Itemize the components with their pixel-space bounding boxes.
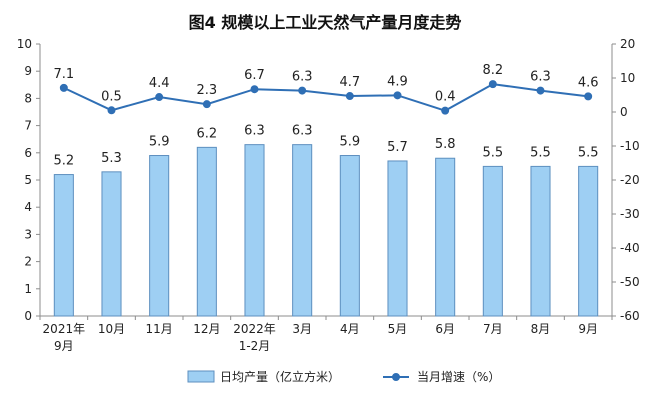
- right-axis-tick-label: 10: [620, 71, 635, 85]
- chart-title: 图4 规模以上工业天然气产量月度走势: [189, 13, 462, 32]
- bar: [435, 157, 456, 317]
- bar: [578, 165, 599, 317]
- bar: [196, 146, 217, 317]
- left-axis-tick-label: 3: [24, 227, 32, 241]
- legend-bar-swatch: [187, 370, 215, 383]
- bar-data-label: 5.9: [149, 135, 170, 150]
- left-axis-tick-label: 2: [24, 255, 32, 269]
- x-axis-tick-label: 4月: [340, 322, 360, 336]
- right-axis-tick-label: -30: [620, 207, 640, 221]
- bar: [530, 165, 551, 317]
- line-point: [155, 93, 164, 102]
- left-axis-tick-label: 4: [24, 200, 32, 214]
- x-axis-tick-label: 10月: [98, 322, 125, 336]
- line-point: [584, 92, 593, 101]
- line-point: [250, 85, 259, 94]
- right-axis-tick-label: 20: [620, 37, 635, 51]
- line-data-label: 0.5: [101, 89, 122, 104]
- x-axis-tick-label: 3月: [292, 322, 312, 336]
- line-point: [202, 100, 211, 109]
- x-axis-tick-label: 11月: [146, 322, 173, 336]
- x-axis-tick-label: 8月: [531, 322, 551, 336]
- left-axis-tick-label: 6: [24, 146, 32, 160]
- bar: [244, 144, 265, 317]
- x-axis-tick-label: 5月: [388, 322, 408, 336]
- x-axis-tick-label: 2022年: [233, 322, 276, 336]
- line-point: [59, 83, 68, 92]
- left-axis-tick-label: 9: [24, 64, 32, 78]
- line-point: [441, 106, 450, 115]
- legend-item-line: 当月增速（%）: [417, 370, 500, 384]
- right-axis-tick-label: -60: [620, 309, 640, 323]
- bar-data-label: 5.5: [530, 145, 551, 160]
- right-axis-tick-label: 0: [620, 105, 628, 119]
- line-data-label: 0.4: [435, 90, 456, 105]
- line-point: [536, 86, 545, 95]
- line-data-label: 4.7: [339, 75, 360, 90]
- plot-layer: 0 1 2 3 4 5 6 7 8 9 10 -60 -50 -40 -30 -20 -10 0 10 20 2021年…: [17, 37, 640, 353]
- legend: 日均产量（亿立方米） 当月增速（%）: [187, 369, 500, 384]
- bar: [53, 174, 74, 317]
- right-axis-tick-label: -20: [620, 173, 640, 187]
- x-axis-tick-label: 6月: [435, 322, 455, 336]
- bar-data-label: 6.2: [196, 126, 217, 141]
- bar: [482, 165, 503, 317]
- left-axis-tick-label: 0: [24, 309, 32, 323]
- line-data-label: 6.3: [530, 70, 551, 85]
- line-data-label: 4.6: [578, 75, 599, 90]
- bar: [149, 155, 170, 317]
- left-axis-tick-label: 10: [17, 37, 32, 51]
- line-data-label: 7.1: [53, 67, 74, 82]
- line-data-label: 6.3: [292, 70, 313, 85]
- legend-line-marker: [392, 373, 400, 381]
- x-axis-tick-label: 2021年: [43, 322, 86, 336]
- line-data-label: 8.2: [482, 63, 503, 78]
- line-point: [107, 106, 116, 115]
- x-axis-tick-label: 12月: [193, 322, 220, 336]
- line-point: [298, 86, 307, 95]
- line-data-label: 4.4: [149, 76, 170, 91]
- line-point: [488, 80, 497, 89]
- x-axis-tick-label: 9月: [578, 322, 598, 336]
- right-axis-tick-label: -50: [620, 275, 640, 289]
- bar-data-label: 5.9: [339, 135, 360, 150]
- right-axis-tick-label: -40: [620, 241, 640, 255]
- bar: [292, 144, 313, 317]
- bar-data-label: 5.3: [101, 151, 122, 166]
- bar-data-label: 5.5: [578, 145, 599, 160]
- right-axis-tick-label: -10: [620, 139, 640, 153]
- x-axis-tick-label: 9月: [54, 339, 74, 353]
- bar-data-label: 5.2: [53, 154, 74, 169]
- left-axis-tick-label: 8: [24, 91, 32, 105]
- bar: [339, 155, 360, 317]
- left-axis-tick-label: 7: [24, 119, 32, 133]
- x-axis-tick-label: 7月: [483, 322, 503, 336]
- line-data-label: 2.3: [196, 83, 217, 98]
- bar: [101, 171, 122, 317]
- line-data-label: 6.7: [244, 68, 265, 83]
- left-axis-tick-label: 1: [24, 282, 32, 296]
- left-axis-tick-label: 5: [24, 173, 32, 187]
- line-point: [345, 92, 354, 101]
- x-axis-tick-label: 1-2月: [239, 339, 271, 353]
- bar-data-label: 5.8: [435, 137, 456, 152]
- growth-line: [63, 83, 589, 112]
- line-data-label: 4.9: [387, 74, 408, 89]
- bar-data-label: 6.3: [244, 124, 265, 139]
- bar-data-label: 5.7: [387, 140, 408, 155]
- bar-data-label: 5.5: [482, 145, 503, 160]
- line-point: [393, 91, 402, 100]
- bar: [387, 160, 408, 317]
- bar-data-label: 6.3: [292, 124, 313, 139]
- legend-item-bar: 日均产量（亿立方米）: [220, 369, 340, 384]
